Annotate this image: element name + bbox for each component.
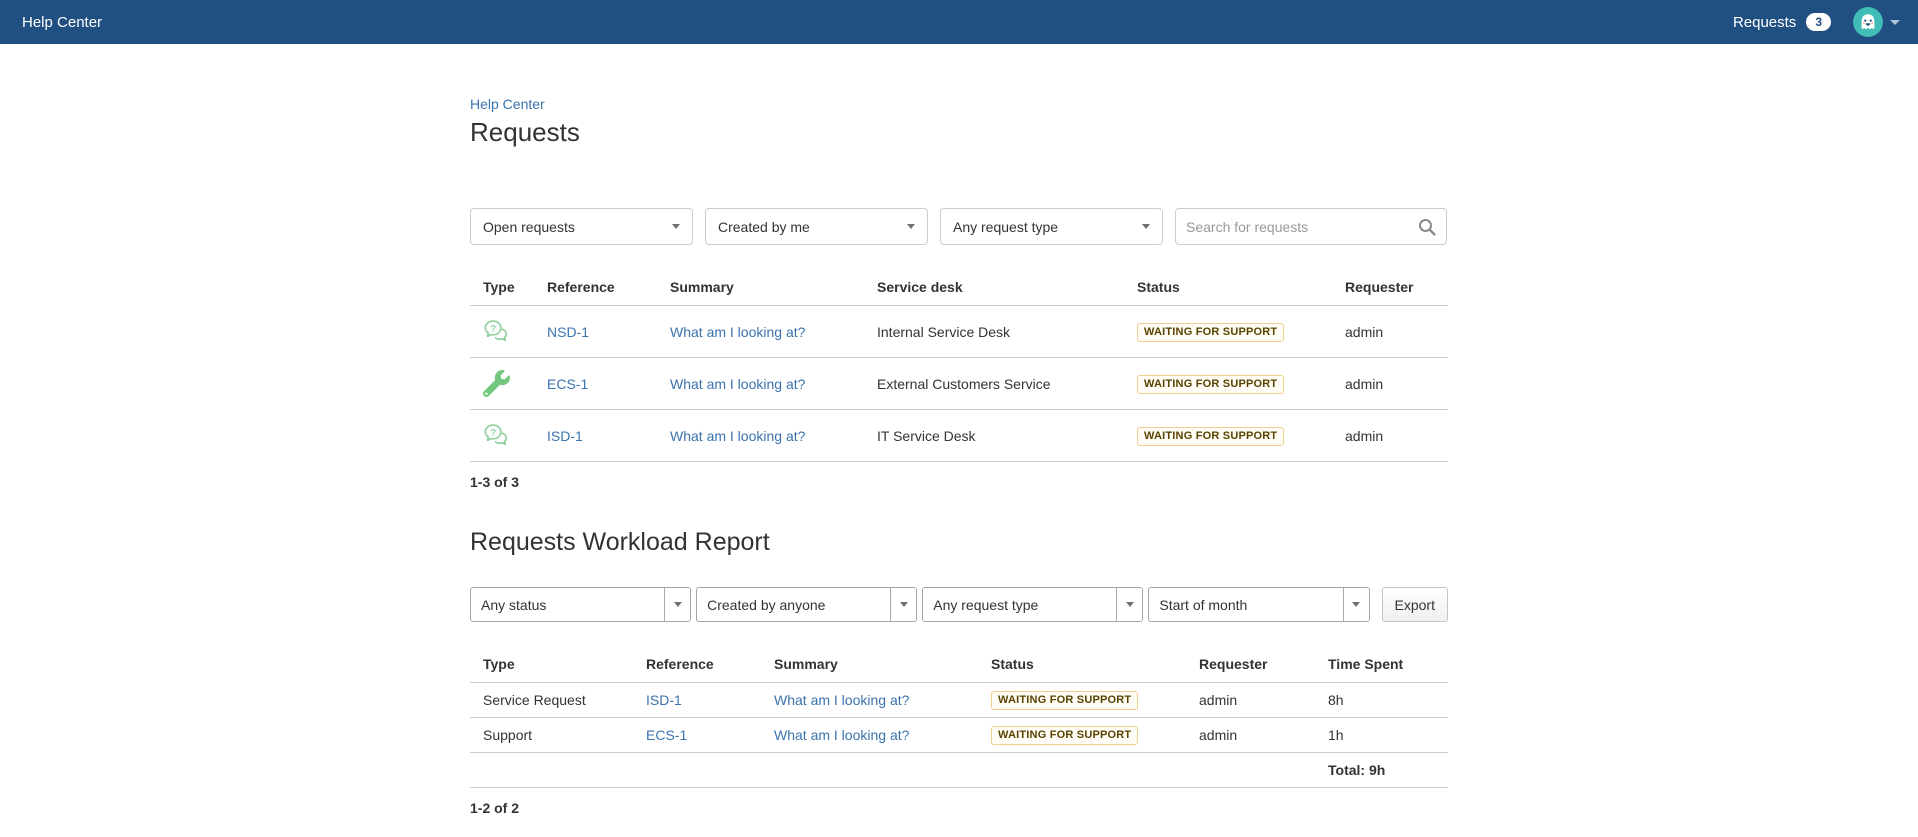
table-row: ISD-1 What am I looking at? IT Service D… [470, 409, 1448, 462]
reference-link[interactable]: ISD-1 [547, 427, 583, 444]
table-row: NSD-1 What am I looking at? Internal Ser… [470, 305, 1448, 358]
page-title: Requests [470, 117, 580, 147]
status-badge: WAITING FOR SUPPORT [1137, 374, 1285, 394]
column-header-summary: Summary [670, 271, 877, 306]
requester-cell: admin [1345, 409, 1448, 462]
workload-creator-select[interactable]: Created by anyone [696, 587, 918, 622]
topbar-right-group: Requests 3 [1733, 7, 1900, 37]
workload-filter-bar: Any status Created by anyone Any request… [470, 587, 1448, 622]
status-filter-dropdown[interactable]: Open requests [470, 208, 693, 245]
select-arrow-button[interactable] [890, 588, 917, 621]
top-navigation-bar: Help Center Requests 3 [0, 0, 1918, 44]
requester-cell: admin [1199, 682, 1328, 718]
requests-table-header-row: Type Reference Summary Service desk Stat… [470, 271, 1448, 306]
request-type-cell: Service Request [470, 682, 646, 718]
column-header-type: Type [470, 648, 646, 683]
search-icon[interactable] [1418, 218, 1436, 236]
status-badge: WAITING FOR SUPPORT [1137, 322, 1285, 342]
creator-filter-value: Created by me [718, 218, 810, 235]
column-header-requester: Requester [1345, 271, 1448, 306]
user-avatar[interactable] [1853, 7, 1883, 37]
summary-link[interactable]: What am I looking at? [670, 375, 806, 392]
workload-table-header-row: Type Reference Summary Status Requester … [470, 648, 1448, 683]
table-row: ECS-1 What am I looking at? External Cus… [470, 357, 1448, 410]
column-header-requester: Requester [1199, 648, 1328, 683]
help-center-brand-link[interactable]: Help Center [22, 13, 103, 31]
summary-link[interactable]: What am I looking at? [774, 692, 910, 708]
service-desk-cell: External Customers Service [877, 357, 1137, 410]
chevron-down-icon [1142, 224, 1150, 229]
workload-period-value: Start of month [1159, 596, 1248, 613]
table-row: Support ECS-1 What am I looking at? WAIT… [470, 717, 1448, 753]
select-arrow-button[interactable] [1116, 588, 1143, 621]
workload-request-type-value: Any request type [933, 596, 1039, 613]
column-header-type: Type [470, 271, 547, 306]
time-spent-cell: 1h [1328, 717, 1448, 753]
chevron-down-icon [899, 602, 908, 607]
column-header-status: Status [1137, 271, 1345, 306]
column-header-service-desk: Service desk [877, 271, 1137, 306]
status-badge: WAITING FOR SUPPORT [991, 726, 1139, 745]
service-desk-cell: Internal Service Desk [877, 305, 1137, 358]
requests-filter-bar: Open requests Created by me Any request … [470, 208, 1448, 245]
column-header-reference: Reference [646, 648, 774, 683]
export-button[interactable]: Export [1381, 587, 1448, 622]
summary-link[interactable]: What am I looking at? [670, 323, 806, 340]
question-bubble-icon [483, 422, 510, 449]
creator-filter-dropdown[interactable]: Created by me [705, 208, 928, 245]
request-type-filter-value: Any request type [953, 218, 1059, 235]
chevron-down-icon [672, 224, 680, 229]
table-row: Service Request ISD-1 What am I looking … [470, 682, 1448, 718]
requests-count-badge[interactable]: 3 [1806, 13, 1831, 31]
column-header-time-spent: Time Spent [1328, 648, 1448, 683]
select-arrow-button[interactable] [664, 588, 691, 621]
column-header-reference: Reference [547, 271, 670, 306]
question-bubble-icon [483, 318, 510, 345]
requests-pagination: 1-3 of 3 [470, 474, 520, 490]
avatar-menu-caret-icon[interactable] [1890, 19, 1900, 25]
requester-cell: admin [1345, 305, 1448, 358]
summary-link[interactable]: What am I looking at? [670, 427, 806, 444]
chevron-down-icon [1125, 602, 1134, 607]
chevron-down-icon [907, 224, 915, 229]
workload-period-select[interactable]: Start of month [1148, 587, 1370, 622]
status-filter-value: Open requests [483, 218, 575, 235]
reference-link[interactable]: ISD-1 [646, 692, 682, 708]
column-header-status: Status [991, 648, 1199, 683]
select-arrow-button[interactable] [1342, 588, 1369, 621]
search-box [1175, 208, 1447, 245]
workload-status-select[interactable]: Any status [470, 587, 692, 622]
requester-cell: admin [1199, 717, 1328, 753]
workload-request-type-select[interactable]: Any request type [922, 587, 1144, 622]
workload-report-title: Requests Workload Report [470, 528, 770, 556]
my-requests-link[interactable]: Requests [1732, 13, 1797, 31]
total-time-spent: Total: 9h [1328, 752, 1448, 788]
page-head: Help Center Requests [470, 44, 1448, 148]
reference-link[interactable]: NSD-1 [547, 323, 590, 340]
reference-link[interactable]: ECS-1 [646, 727, 688, 743]
requester-cell: admin [1345, 357, 1448, 410]
status-badge: WAITING FOR SUPPORT [991, 691, 1139, 710]
workload-creator-value: Created by anyone [707, 596, 826, 613]
workload-table: Type Reference Summary Status Requester … [470, 648, 1448, 788]
breadcrumb: Help Center [470, 96, 1448, 112]
reference-link[interactable]: ECS-1 [547, 375, 589, 392]
service-desk-cell: IT Service Desk [877, 409, 1137, 462]
user-menu[interactable] [1853, 7, 1900, 37]
total-row: Total: 9h [470, 752, 1448, 788]
chevron-down-icon [673, 602, 682, 607]
summary-link[interactable]: What am I looking at? [774, 727, 910, 743]
request-type-cell: Support [470, 717, 646, 753]
workload-status-value: Any status [481, 596, 547, 613]
time-spent-cell: 8h [1328, 682, 1448, 718]
requests-table: Type Reference Summary Service desk Stat… [470, 271, 1448, 462]
workload-pagination: 1-2 of 2 [470, 800, 520, 816]
request-type-filter-dropdown[interactable]: Any request type [940, 208, 1163, 245]
breadcrumb-help-center-link[interactable]: Help Center [470, 96, 545, 112]
search-input[interactable] [1186, 218, 1418, 235]
status-badge: WAITING FOR SUPPORT [1137, 426, 1285, 446]
chevron-down-icon [1352, 602, 1360, 607]
column-header-summary: Summary [774, 648, 991, 683]
wrench-icon [483, 370, 510, 397]
